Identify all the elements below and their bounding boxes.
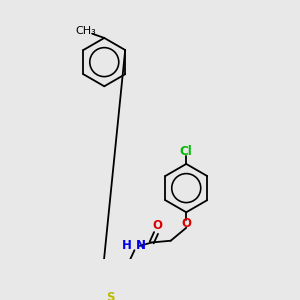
Text: O: O [181, 217, 191, 230]
Text: S: S [106, 291, 115, 300]
Text: CH₃: CH₃ [75, 26, 96, 36]
Text: H: H [122, 238, 132, 251]
Text: N: N [136, 239, 146, 252]
Text: Cl: Cl [180, 146, 193, 158]
Text: O: O [153, 219, 163, 232]
